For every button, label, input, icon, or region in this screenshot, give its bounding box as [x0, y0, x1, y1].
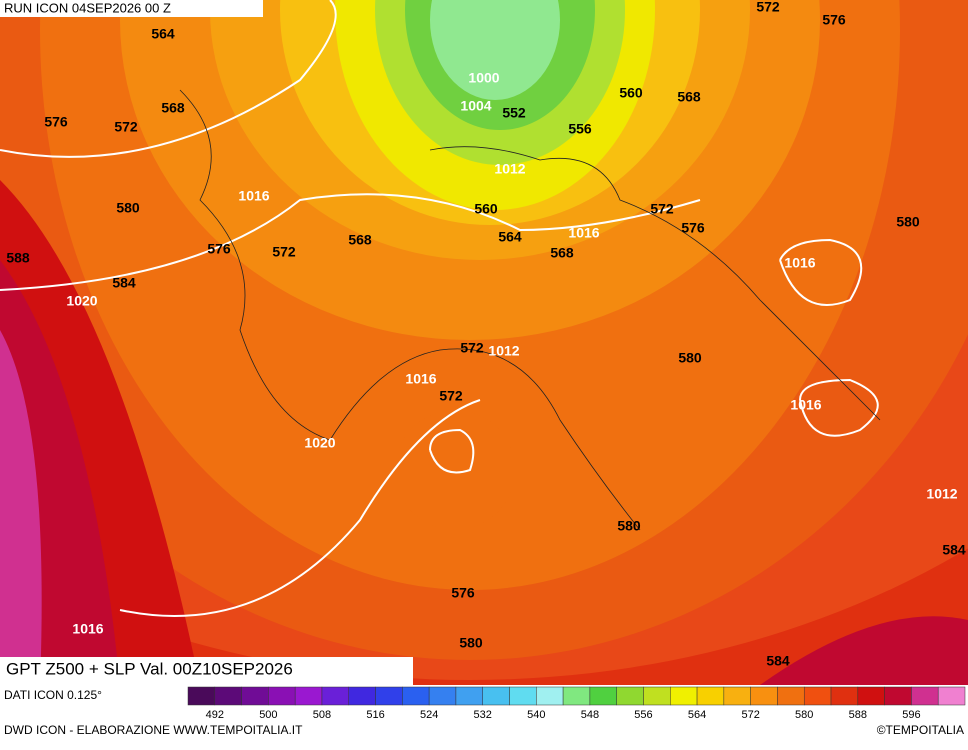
slp-label: 1016 [568, 225, 599, 241]
legend-swatch [268, 686, 296, 706]
gpt-label: 576 [44, 114, 68, 130]
legend-tick-label: 524 [420, 709, 438, 721]
product-title: GPT Z500 + SLP Val. 00Z10SEP2026 [6, 659, 293, 678]
gpt-label: 588 [6, 250, 30, 266]
slp-label: 1016 [790, 397, 821, 413]
gpt-label: 584 [942, 542, 966, 558]
gpt-label: 580 [896, 214, 920, 230]
slp-label: 1016 [72, 621, 103, 637]
slp-label: 1012 [926, 486, 957, 502]
gpt-label: 584 [112, 275, 136, 291]
legend-swatch [937, 686, 966, 706]
gpt-label: 556 [568, 121, 592, 137]
gpt-label: 576 [451, 585, 475, 601]
slp-label: 1020 [66, 293, 97, 309]
legend-tick-label: 540 [527, 709, 545, 721]
title-box [0, 0, 263, 17]
legend-swatch [830, 686, 859, 706]
gpt-label: 568 [348, 232, 372, 248]
legend-swatch [509, 686, 537, 706]
legend-swatch [589, 686, 617, 706]
legend-tick-label: 516 [366, 709, 384, 721]
legend-swatch [241, 686, 269, 706]
gpt-label: 568 [677, 89, 701, 105]
legend-swatch [187, 686, 216, 706]
gpt-label: 572 [272, 244, 296, 260]
gpt-label: 572 [460, 340, 484, 356]
gpt-label: 552 [502, 105, 526, 121]
legend-swatch [616, 686, 644, 706]
legend-tick-label: 508 [313, 709, 331, 721]
legend-swatch [884, 686, 912, 706]
slp-label: 1016 [238, 188, 269, 204]
map [0, 0, 968, 685]
legend-swatch [428, 686, 457, 706]
source-text: DATI ICON 0.125° [4, 688, 102, 702]
product-box [0, 657, 413, 685]
legend-swatch [294, 686, 323, 706]
gpt-label: 564 [498, 229, 522, 245]
gpt-label: 576 [207, 241, 231, 257]
slp-label: 1012 [494, 161, 525, 177]
slp-label: 1004 [460, 98, 491, 114]
legend-swatch [536, 686, 564, 706]
gpt-label: 572 [650, 201, 674, 217]
legend-swatch [402, 686, 430, 706]
gpt-label: 572 [439, 388, 463, 404]
gpt-label: 580 [617, 518, 641, 534]
gpt-label: 560 [619, 85, 643, 101]
slp-label: 1012 [488, 343, 519, 359]
gpt-label: 572 [114, 119, 138, 135]
legend-swatch [455, 686, 483, 706]
legend-swatch [696, 686, 725, 706]
legend-swatch [348, 686, 376, 706]
legend-swatch [723, 686, 751, 706]
slp-label: 1016 [405, 371, 436, 387]
gpt-label: 568 [550, 245, 574, 261]
legend-tick-label: 596 [902, 709, 920, 721]
legend-tick-label: 588 [849, 709, 867, 721]
gpt-label: 576 [822, 12, 846, 28]
slp-label: 1016 [784, 255, 815, 271]
legend-swatch [777, 686, 805, 706]
legend-swatch [911, 686, 939, 706]
legend-tick-label: 500 [259, 709, 277, 721]
gpt-label: 576 [681, 220, 705, 236]
legend-tick-label: 572 [741, 709, 759, 721]
legend-tick-label: 564 [688, 709, 706, 721]
legend-swatch [482, 686, 510, 706]
slp-label: 1020 [304, 435, 335, 451]
gpt-label: 572 [756, 0, 780, 15]
legend-swatch [321, 686, 350, 706]
gpt-label: 568 [161, 100, 185, 116]
gpt-label: 584 [766, 653, 790, 669]
legend-swatch [750, 686, 778, 706]
copyright-text: ©TEMPOITALIA [877, 723, 964, 737]
gpt-label: 564 [151, 26, 175, 42]
legend-tick-label: 580 [795, 709, 813, 721]
legend-swatch [562, 686, 591, 706]
legend-swatch [803, 686, 832, 706]
gpt-label: 580 [116, 200, 140, 216]
legend-swatch [857, 686, 885, 706]
run-title: RUN ICON 04SEP2026 00 Z [4, 0, 171, 15]
legend-swatch [375, 686, 403, 706]
slp-label: 1000 [468, 70, 499, 86]
gpt-label: 560 [474, 201, 498, 217]
legend-swatch [670, 686, 698, 706]
gpt-label: 580 [678, 350, 702, 366]
legend-tick-label: 548 [581, 709, 599, 721]
legend-tick-label: 492 [206, 709, 224, 721]
legend-swatch [643, 686, 671, 706]
credits-text: DWD ICON - ELABORAZIONE WWW.TEMPOITALIA.… [4, 723, 303, 737]
gpt-label: 580 [459, 635, 483, 651]
legend-swatch [214, 686, 242, 706]
legend-tick-label: 556 [634, 709, 652, 721]
legend-tick-label: 532 [474, 709, 492, 721]
